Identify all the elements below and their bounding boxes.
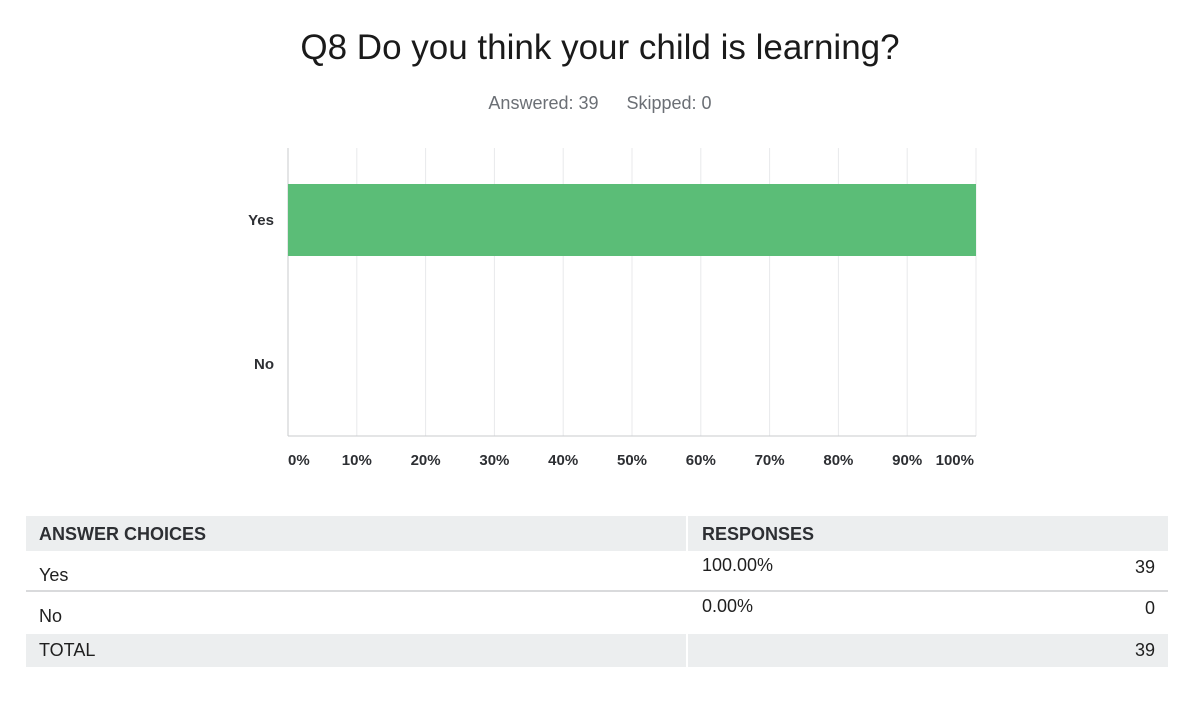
responses-header: RESPONSES xyxy=(702,524,815,544)
row-choice: No xyxy=(39,606,63,626)
table-row: Yes 100.00% 39 xyxy=(26,551,1168,592)
answered-count: Answered: 39 xyxy=(488,93,599,113)
skipped-count: Skipped: 0 xyxy=(626,93,712,113)
row-percent: 100.00% xyxy=(702,555,774,575)
table-row: No 0.00% 0 xyxy=(26,592,1168,634)
x-tick-label: 80% xyxy=(823,452,853,469)
row-choice: Yes xyxy=(39,565,69,585)
total-label: TOTAL xyxy=(39,640,96,660)
bar xyxy=(288,184,976,256)
x-tick-label: 20% xyxy=(411,452,441,469)
bar-chart: Yes No 0% 10% 20% 30% 40% 50% 60% 70% 80% 90% 100% xyxy=(248,148,977,469)
x-tick-label: 100% xyxy=(936,452,974,469)
response-stats: Answered: 39 Skipped: 0 xyxy=(0,93,1200,114)
x-tick-label: 30% xyxy=(479,452,509,469)
x-tick-label: 70% xyxy=(755,452,785,469)
row-count: 39 xyxy=(1134,557,1155,577)
x-tick-label: 50% xyxy=(617,452,647,469)
category-label: No xyxy=(254,356,274,373)
x-tick-label: 60% xyxy=(686,452,716,469)
table-header-row: ANSWER CHOICES RESPONSES xyxy=(26,516,1168,551)
responses-table: ANSWER CHOICES RESPONSES Yes 100.00% 39 … xyxy=(26,516,1168,667)
row-percent: 0.00% xyxy=(702,596,754,616)
answer-choices-header: ANSWER CHOICES xyxy=(39,524,207,544)
x-tick-label: 40% xyxy=(548,452,578,469)
chart-title: Q8 Do you think your child is learning? xyxy=(300,28,900,67)
x-tick-label: 90% xyxy=(892,452,922,469)
total-count: 39 xyxy=(1134,640,1155,660)
category-label: Yes xyxy=(248,212,274,229)
row-count: 0 xyxy=(1144,598,1155,618)
x-tick-label: 10% xyxy=(342,452,372,469)
x-tick-label: 0% xyxy=(288,452,310,469)
table-total-row: TOTAL 39 xyxy=(26,634,1168,667)
